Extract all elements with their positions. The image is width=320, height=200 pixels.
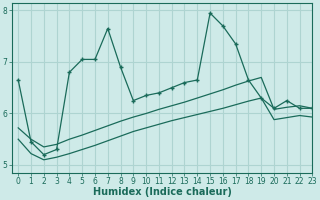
X-axis label: Humidex (Indice chaleur): Humidex (Indice chaleur) <box>93 187 232 197</box>
